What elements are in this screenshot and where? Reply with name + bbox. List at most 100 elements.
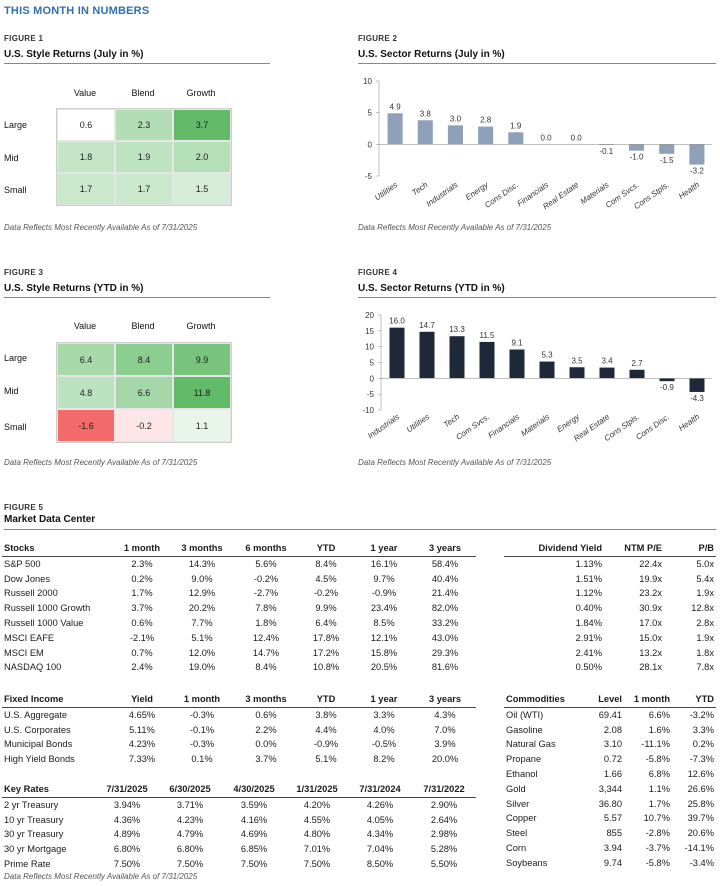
table-row: 2.41% 13.2x 1.8x: [504, 646, 716, 661]
fig3-cell: 8.4: [115, 343, 173, 376]
figure-1-rule: [4, 63, 270, 64]
y-tick-label: -5: [367, 390, 375, 399]
table-cell: 8.4%: [255, 662, 277, 673]
table-cell: 0.7%: [131, 647, 153, 658]
row-label: Russell 2000: [4, 588, 58, 599]
bar: [449, 336, 465, 379]
bar: [689, 144, 705, 165]
row-label: Oil (WTI): [506, 709, 544, 720]
table-cell: 6.6%: [648, 709, 670, 720]
table-cell: 3.8%: [315, 709, 337, 720]
fig1-row-mid: Mid: [4, 153, 19, 163]
row-label: Ethanol: [506, 768, 538, 779]
table-cell: 5.1%: [315, 754, 337, 765]
table-cell: -0.1%: [189, 724, 215, 735]
data-label: 4.9: [390, 102, 402, 111]
y-tick-label: 10: [363, 77, 372, 86]
table-cell: -3.2%: [689, 709, 714, 720]
row-label: MSCI EAFE: [4, 632, 55, 643]
table-cell: 1.8%: [255, 617, 277, 628]
data-label: 3.8: [420, 109, 432, 118]
table-cell: -3.7%: [645, 842, 670, 853]
y-tick-label: -5: [365, 172, 373, 181]
data-label: 3.0: [450, 114, 462, 123]
table-cell: 33.2%: [431, 617, 459, 628]
table-row: Propane 0.72 -5.8% -7.3%: [504, 752, 716, 767]
table-row: U.S. Corporates 5.11% -0.1% 2.2% 4.4% 4.0% 7.0…: [2, 723, 476, 738]
table-cell: 17.0x: [639, 617, 662, 628]
table-cell: 4.5%: [315, 573, 337, 584]
table-row: 30 yr Treasury 4.89% 4.79% 4.69% 4.80% 4.34% 2…: [2, 827, 476, 842]
row-label: NASDAQ 100: [4, 662, 62, 673]
stocks-table-body: Stocks 1 month 3 months 6 months YTD 1 year 3 …: [2, 541, 476, 675]
table-cell: 2.08: [603, 724, 622, 735]
row-label: Soybeans: [506, 857, 548, 868]
table-cell: 23.2x: [639, 588, 662, 599]
dividend-table-body: Dividend Yield NTM P/E P/B 1.13% 22.4x 5.0x 1.…: [504, 541, 716, 675]
figure-1-label: FIGURE 1: [4, 34, 44, 43]
row-label: 2 yr Treasury: [4, 799, 59, 810]
data-label: 3.4: [601, 357, 613, 366]
table-cell: 6.85%: [240, 844, 268, 855]
table-cell: 14.7%: [252, 647, 280, 658]
column-header: Stocks: [2, 541, 114, 557]
table-cell: 5.57: [603, 813, 622, 824]
fig3-row-mid: Mid: [4, 386, 19, 396]
dividend-table: Dividend Yield NTM P/E P/B 1.13% 22.4x 5.0x 1.…: [504, 541, 716, 675]
category-label: Tech: [410, 180, 430, 197]
row-label: Gold: [506, 783, 526, 794]
column-header: 1 month: [114, 541, 170, 557]
table-row: Gasoline 2.08 1.6% 3.3%: [504, 723, 716, 738]
table-cell: 5.4x: [696, 573, 714, 584]
bar: [569, 367, 585, 379]
fig1-cell: 1.7: [115, 173, 173, 205]
table-cell: 8.50%: [366, 858, 394, 869]
figure-2-label: FIGURE 2: [358, 34, 398, 43]
bar: [689, 378, 705, 392]
fixed-income-table-body: Fixed Income Yield 1 month 3 months YTD 1 yea…: [2, 692, 476, 767]
stocks-table: Stocks 1 month 3 months 6 months YTD 1 year 3 …: [2, 541, 476, 675]
bar: [539, 361, 555, 379]
row-label: Copper: [506, 813, 537, 824]
category-label: Utilities: [405, 412, 431, 434]
table-cell: 4.89%: [113, 829, 141, 840]
table-cell: 22.4x: [639, 558, 662, 569]
category-label: Financials: [486, 412, 521, 440]
table-cell: 5.11%: [129, 724, 155, 735]
fixed-income-table: Fixed Income Yield 1 month 3 months YTD 1 yea…: [2, 692, 476, 767]
fig3-cell: 6.4: [57, 343, 115, 376]
fig3-cell: -1.6: [57, 409, 115, 442]
table-cell: 1.9x: [696, 632, 714, 643]
data-label: 3.5: [571, 356, 583, 365]
table-row: 0.40% 30.9x 12.8x: [504, 601, 716, 616]
figure-1-title: U.S. Style Returns (July in %): [4, 49, 144, 60]
table-row: NASDAQ 100 2.4% 19.0% 8.4% 10.8% 20.5% 81.6%: [2, 660, 476, 675]
table-cell: 4.36%: [113, 814, 141, 825]
table-cell: 17.2%: [312, 647, 340, 658]
table-cell: -0.9%: [313, 739, 339, 750]
table-cell: 23.4%: [370, 603, 398, 614]
data-label: -0.9: [660, 383, 674, 392]
table-cell: 4.23%: [128, 739, 156, 750]
data-label: 5.3: [541, 351, 553, 360]
table-cell: 10.7%: [643, 813, 670, 824]
table-cell: 7.50%: [240, 858, 268, 869]
table-row: 2.91% 15.0x 1.9x: [504, 631, 716, 646]
table-cell: 855: [606, 828, 622, 839]
table-row: 1.12% 23.2x 1.9x: [504, 586, 716, 601]
fig1-row-small: Small: [4, 185, 27, 195]
table-cell: 2.90%: [430, 799, 458, 810]
table-cell: 1.1%: [648, 783, 670, 794]
table-cell: 2.91%: [575, 632, 602, 643]
table-cell: 16.1%: [370, 558, 398, 569]
table-row: 1.51% 19.9x 5.4x: [504, 572, 716, 587]
table-cell: 81.6%: [431, 662, 459, 673]
column-header: Dividend Yield: [504, 541, 604, 557]
column-header: 1 year: [354, 541, 414, 557]
stocks-header-row: Stocks 1 month 3 months 6 months YTD 1 year 3 …: [2, 541, 476, 557]
row-label: 30 yr Treasury: [4, 829, 64, 840]
column-header: Commodities: [504, 692, 578, 708]
table-cell: 12.8x: [691, 603, 714, 614]
column-header: YTD: [298, 692, 354, 708]
bar: [508, 132, 524, 145]
